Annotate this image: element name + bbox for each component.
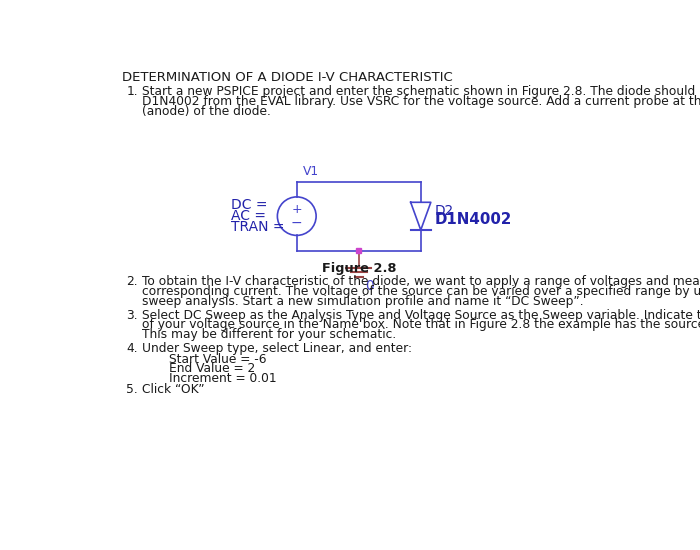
Text: Figure 2.8: Figure 2.8	[321, 262, 396, 276]
Text: Under Sweep type, select Linear, and enter:: Under Sweep type, select Linear, and ent…	[141, 342, 412, 355]
Text: Select DC Sweep as the Analysis Type and Voltage Source as the Sweep variable. I: Select DC Sweep as the Analysis Type and…	[141, 309, 700, 322]
Text: D2: D2	[435, 204, 454, 218]
Text: Click “OK”: Click “OK”	[141, 383, 204, 396]
Text: DETERMINATION OF A DIODE I-V CHARACTERISTIC: DETERMINATION OF A DIODE I-V CHARACTERIS…	[122, 72, 453, 84]
Text: of your voltage source in the Name box. Note that in Figure 2.8 the example has : of your voltage source in the Name box. …	[141, 318, 700, 331]
Text: D1N4002 from the EVAL library. Use VSRC for the voltage source. Add a current pr: D1N4002 from the EVAL library. Use VSRC …	[141, 95, 700, 108]
Text: To obtain the I-V characteristic of the diode, we want to apply a range of volta: To obtain the I-V characteristic of the …	[141, 276, 700, 288]
Text: (anode) of the diode.: (anode) of the diode.	[141, 104, 271, 118]
Text: D1N4002: D1N4002	[435, 212, 512, 227]
Text: Increment = 0.01: Increment = 0.01	[169, 372, 276, 385]
Text: TRAN =: TRAN =	[231, 220, 284, 234]
Text: V1: V1	[303, 164, 319, 178]
Text: DC =: DC =	[231, 199, 267, 212]
Text: AC =: AC =	[231, 209, 266, 223]
Text: End Value = 2: End Value = 2	[169, 362, 255, 376]
Text: Start Value = -6: Start Value = -6	[169, 353, 267, 366]
Text: This may be different for your schematic.: This may be different for your schematic…	[141, 328, 396, 341]
Text: 4.: 4.	[126, 342, 138, 355]
Text: −: −	[291, 216, 302, 230]
Text: 1.: 1.	[126, 85, 138, 98]
Text: 2.: 2.	[126, 276, 138, 288]
Text: +: +	[291, 204, 302, 217]
Text: 5.: 5.	[126, 383, 138, 396]
Text: corresponding current. The voltage of the source can be varied over a specified : corresponding current. The voltage of th…	[141, 285, 700, 298]
Text: 3.: 3.	[126, 309, 138, 322]
Text: Start a new PSPICE project and enter the schematic shown in Figure 2.8. The diod: Start a new PSPICE project and enter the…	[141, 85, 700, 98]
Text: 0: 0	[365, 278, 374, 293]
Bar	[356, 249, 361, 253]
Text: sweep analysis. Start a new simulation profile and name it “DC Sweep”.: sweep analysis. Start a new simulation p…	[141, 295, 583, 307]
